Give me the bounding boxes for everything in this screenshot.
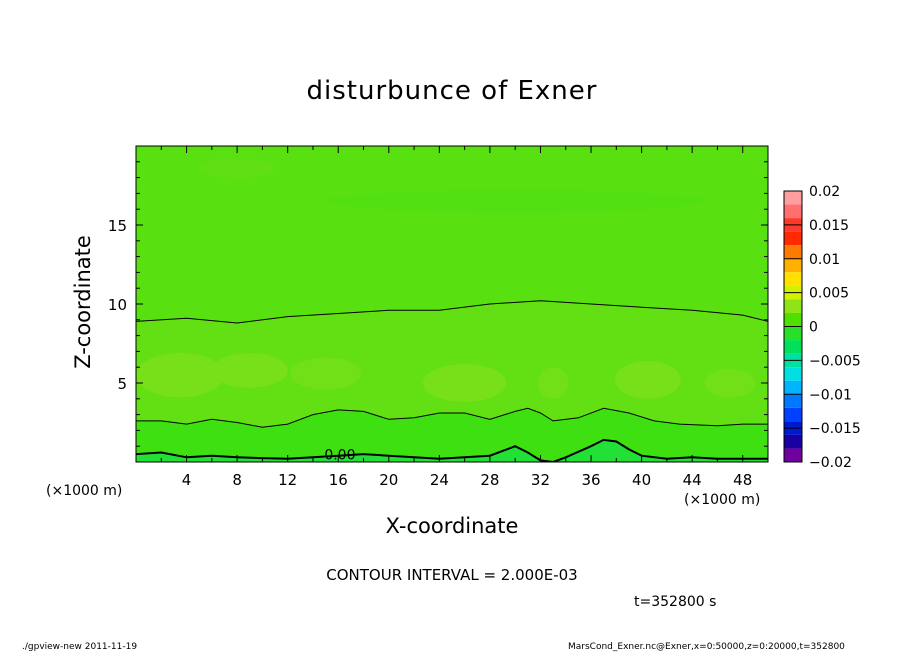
colorbar-swatch (784, 448, 802, 462)
colorbar-swatch (784, 367, 802, 381)
colorbar-swatch (784, 245, 802, 259)
x-tick-label: 28 (480, 471, 499, 489)
x-tick-label: 24 (430, 471, 449, 489)
colorbar-swatch (784, 326, 802, 341)
contour-region-3 (136, 439, 768, 462)
footer-left: ./gpview-new 2011-11-19 (22, 642, 138, 652)
contour-region-0 (136, 146, 768, 323)
colorbar-label: −0.015 (809, 421, 861, 437)
colorbar-swatch (784, 312, 802, 327)
colorbar-label: −0.02 (809, 455, 852, 471)
contour-blob-8 (325, 190, 705, 213)
colorbar-label: 0.005 (809, 286, 849, 302)
x-tick-label: 16 (329, 471, 348, 489)
y-tick-label: 15 (108, 217, 127, 235)
chart-title: disturbunce of Exner (306, 76, 598, 106)
x-tick-label: 32 (531, 471, 550, 489)
colorbar-label: −0.005 (809, 353, 861, 369)
x-tick-label: 12 (278, 471, 297, 489)
x-unit-label-right: (×1000 m) (684, 492, 761, 508)
contour-blob-7 (199, 158, 276, 178)
contour-line-0 (136, 300, 768, 324)
contour-blob-1 (211, 352, 288, 388)
contour-blob-6 (704, 368, 756, 398)
x-tick-label: 4 (182, 471, 192, 489)
contour-blob-3 (422, 364, 507, 402)
contour-fills (136, 146, 768, 462)
colorbar-label: 0.015 (809, 218, 849, 234)
colorbar: 0.02 0.015 0.01 0.005 0 −0.005 −0.01 −0.015 −0.0… (783, 184, 861, 471)
x-tick-label: 44 (683, 471, 702, 489)
contour-label: 0.00 (324, 448, 355, 464)
x-axis-label: X-coordinate (385, 514, 519, 538)
x-tick-label: 8 (232, 471, 242, 489)
colorbar-label: 0 (809, 320, 818, 336)
y-tick-label: 5 (117, 375, 127, 393)
footer-right: MarsCond_Exner.nc@Exner,x=0:50000,z=0:20… (568, 642, 845, 652)
colorbar-swatch (784, 258, 802, 273)
contour-region-2 (136, 408, 768, 462)
y-axis: 5 10 15 (108, 161, 768, 447)
y-axis-label: Z-coordinate (71, 235, 95, 369)
contour-region-1 (136, 300, 768, 428)
x-unit-label-left: (×1000 m) (46, 483, 123, 499)
time-label: t=352800 s (634, 594, 717, 610)
colorbar-swatch (784, 434, 802, 449)
colorbar-swatch (784, 380, 802, 395)
contour-blob-4 (537, 367, 569, 399)
y-tick-label: 10 (108, 296, 127, 314)
colorbar-swatch (784, 340, 802, 354)
colorbar-swatch (784, 299, 802, 313)
x-tick-label: 36 (581, 471, 600, 489)
colorbar-label: 0.02 (809, 184, 840, 200)
colorbar-swatch (784, 407, 802, 422)
colorbar-swatch (784, 191, 802, 205)
colorbar-swatch (784, 394, 802, 408)
x-tick-label: 20 (379, 471, 398, 489)
colorbar-swatch (784, 204, 802, 219)
colorbar-swatch (784, 272, 802, 286)
colorbar-label: −0.01 (809, 387, 852, 403)
contour-line-1 (136, 407, 768, 428)
contour-interval-label: CONTOUR INTERVAL = 2.000E-03 (326, 566, 578, 584)
x-tick-label: 48 (733, 471, 752, 489)
contour-blob-0 (136, 352, 225, 398)
contour-blob-5 (615, 360, 681, 399)
x-tick-label: 40 (632, 471, 651, 489)
contour-blob-2 (290, 357, 361, 390)
colorbar-label: 0.01 (809, 252, 840, 268)
colorbar-swatch (784, 231, 802, 246)
x-axis: 4 8 12 16 20 24 28 32 36 40 44 48 (160, 146, 752, 489)
